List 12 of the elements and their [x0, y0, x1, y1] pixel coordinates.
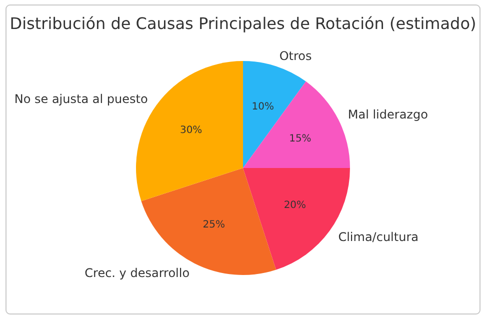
slice-label: Otros: [279, 49, 312, 64]
slice-label: No se ajusta al puesto: [14, 92, 148, 106]
slice-label: Mal liderazgo: [348, 108, 428, 122]
data-label: 10%: [252, 101, 274, 112]
data-label: 15%: [289, 133, 312, 144]
data-label: 20%: [284, 200, 306, 212]
slice-label: Crec. y desarrollo: [84, 266, 190, 280]
chart-title: Distribución de Causas Principales de Rotación (estimado): [10, 14, 476, 33]
slice-label: Clima/cultura: [338, 230, 419, 244]
pie-slice: [243, 81, 350, 168]
data-label: 30%: [180, 124, 202, 136]
data-label: 25%: [202, 220, 225, 231]
